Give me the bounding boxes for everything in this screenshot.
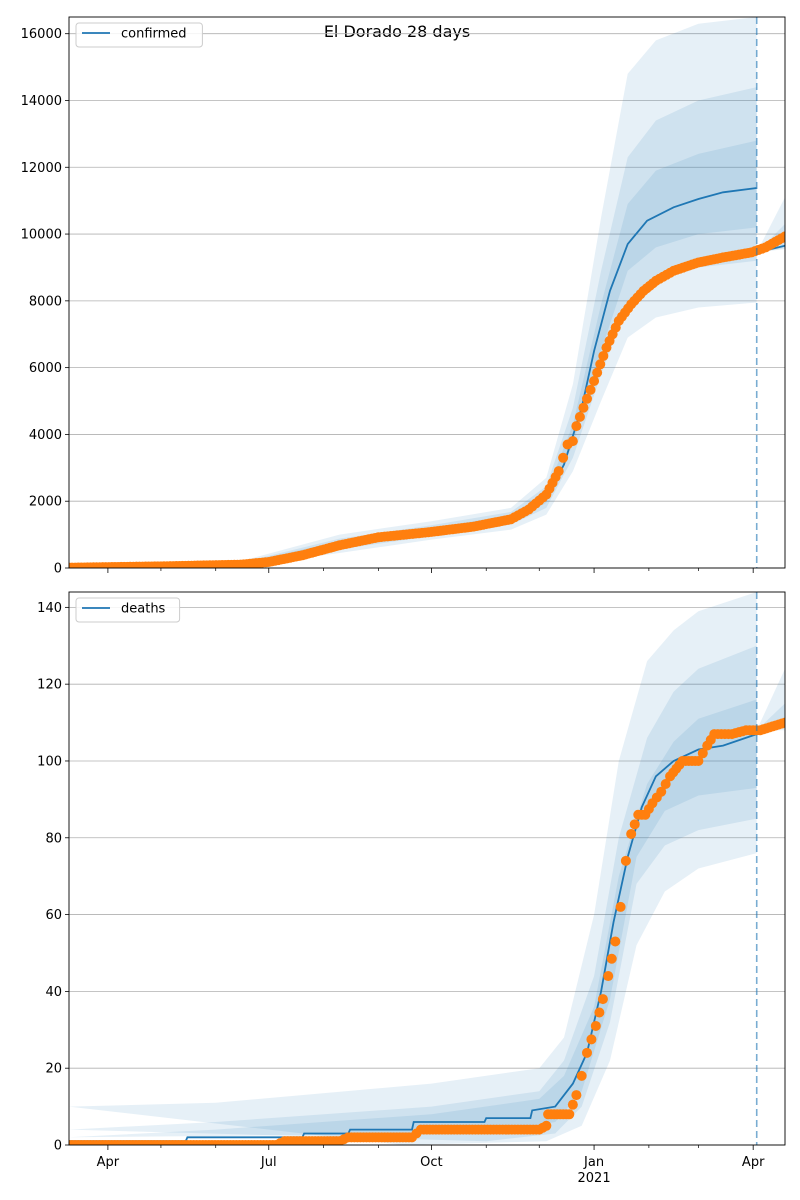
observed-point xyxy=(598,350,609,361)
observed-point xyxy=(610,936,621,947)
observed-point xyxy=(571,421,582,432)
observed-point xyxy=(590,1020,601,1031)
observed-point xyxy=(660,779,671,790)
observed-point xyxy=(592,367,603,378)
observed-point xyxy=(576,1070,587,1081)
observed-point xyxy=(567,436,578,447)
observed-point xyxy=(564,1109,575,1120)
observed-point xyxy=(595,359,606,370)
observed-point xyxy=(586,1034,597,1045)
y-tick-label: 0 xyxy=(54,1139,62,1154)
uncertainty-band xyxy=(240,87,757,566)
deaths-panel: 0 20 40 60 80 100 120 140 deaths xyxy=(37,591,786,1154)
observed-point xyxy=(589,375,600,386)
y-tick-label: 0 xyxy=(54,562,62,577)
observed-point xyxy=(693,755,704,766)
legend-box xyxy=(75,597,181,623)
observed-point xyxy=(594,1007,605,1018)
observed-point xyxy=(629,819,640,830)
observed-point xyxy=(574,411,585,422)
observed-point xyxy=(553,466,564,477)
confirmed-panel: 0 2000 4000 6000 8000 10000 12000 14000 16000 con… xyxy=(21,16,786,577)
observed-point xyxy=(620,855,631,866)
x-tick-label: Jan xyxy=(583,1155,604,1170)
legend: deaths xyxy=(75,597,181,623)
observed-point xyxy=(656,786,667,797)
legend: confirmed xyxy=(75,22,203,48)
x-tick-label: Apr xyxy=(97,1155,120,1170)
legend-label: deaths xyxy=(121,602,166,617)
y-tick-label: 10000 xyxy=(21,228,62,243)
model-line xyxy=(69,733,757,1143)
observed-point xyxy=(578,402,589,413)
chart-title: El Dorado 28 days xyxy=(324,22,470,41)
y-tick-label: 140 xyxy=(37,601,62,616)
observed-point xyxy=(585,384,596,395)
observed-point xyxy=(558,452,569,463)
y-tick-label: 120 xyxy=(37,678,62,693)
uncertainty-band xyxy=(69,699,757,1138)
observed-point xyxy=(581,1047,592,1058)
y-tick-label: 40 xyxy=(45,985,62,1000)
y-tick-label: 60 xyxy=(45,908,62,923)
axes-frame xyxy=(68,591,786,1146)
y-tick-label: 12000 xyxy=(21,161,62,176)
y-tick-label: 16000 xyxy=(21,27,62,42)
y-tick-label: 2000 xyxy=(29,495,62,510)
x-tick-label: Oct xyxy=(420,1155,442,1170)
axes-frame xyxy=(68,16,786,569)
observed-point xyxy=(780,231,785,242)
observed-point xyxy=(603,971,614,982)
observed-point xyxy=(626,828,637,839)
observed-point xyxy=(567,1099,578,1110)
observed-point xyxy=(615,901,626,912)
uncertainty-band xyxy=(69,645,757,1142)
y-tick-label: 6000 xyxy=(29,361,62,376)
forecast-band xyxy=(756,668,785,731)
plot-area xyxy=(69,592,785,1145)
y-tick-label: 4000 xyxy=(29,428,62,443)
x-tick-label: Jul xyxy=(260,1155,277,1170)
x-tick-label: Apr xyxy=(742,1155,765,1170)
y-tick-label: 20 xyxy=(45,1062,62,1077)
plot-area xyxy=(69,17,785,568)
observed-point xyxy=(571,1090,582,1101)
observed-point xyxy=(780,717,785,728)
y-tick-label: 80 xyxy=(45,831,62,846)
observed-point xyxy=(541,1120,552,1131)
legend-box xyxy=(75,22,203,48)
y-tick-label: 8000 xyxy=(29,294,62,309)
observed-point xyxy=(606,953,617,964)
uncertainty-band xyxy=(240,17,757,567)
y-tick-label: 100 xyxy=(37,754,62,769)
x-tick-sublabel: 2021 xyxy=(578,1171,611,1186)
y-tick-label: 14000 xyxy=(21,94,62,109)
observed-point xyxy=(581,393,592,404)
observed-point xyxy=(597,994,608,1005)
legend-label: confirmed xyxy=(121,27,187,42)
observed-point xyxy=(697,748,708,759)
uncertainty-band xyxy=(69,592,757,1145)
